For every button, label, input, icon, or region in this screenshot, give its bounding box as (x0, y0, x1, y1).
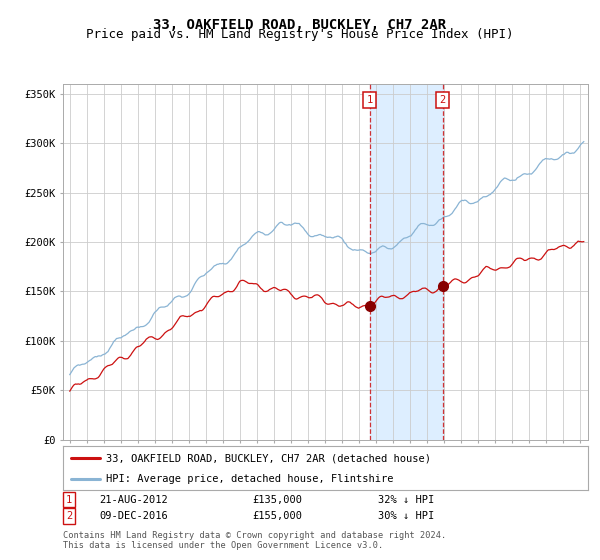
Text: 33, OAKFIELD ROAD, BUCKLEY, CH7 2AR: 33, OAKFIELD ROAD, BUCKLEY, CH7 2AR (154, 18, 446, 32)
Text: HPI: Average price, detached house, Flintshire: HPI: Average price, detached house, Flin… (106, 474, 394, 484)
Text: Price paid vs. HM Land Registry's House Price Index (HPI): Price paid vs. HM Land Registry's House … (86, 28, 514, 41)
Text: 09-DEC-2016: 09-DEC-2016 (99, 511, 168, 521)
Text: 1: 1 (66, 494, 72, 505)
Text: 33, OAKFIELD ROAD, BUCKLEY, CH7 2AR (detached house): 33, OAKFIELD ROAD, BUCKLEY, CH7 2AR (det… (106, 453, 431, 463)
Bar (370, 84, 443, 440)
Text: £135,000: £135,000 (252, 494, 302, 505)
Text: £155,000: £155,000 (252, 511, 302, 521)
Text: 2: 2 (439, 95, 446, 105)
Text: 2: 2 (66, 511, 72, 521)
Text: 30% ↓ HPI: 30% ↓ HPI (378, 511, 434, 521)
Text: 21-AUG-2012: 21-AUG-2012 (99, 494, 168, 505)
Text: Contains HM Land Registry data © Crown copyright and database right 2024.
This d: Contains HM Land Registry data © Crown c… (63, 531, 446, 550)
Text: 1: 1 (367, 95, 373, 105)
Text: 32% ↓ HPI: 32% ↓ HPI (378, 494, 434, 505)
